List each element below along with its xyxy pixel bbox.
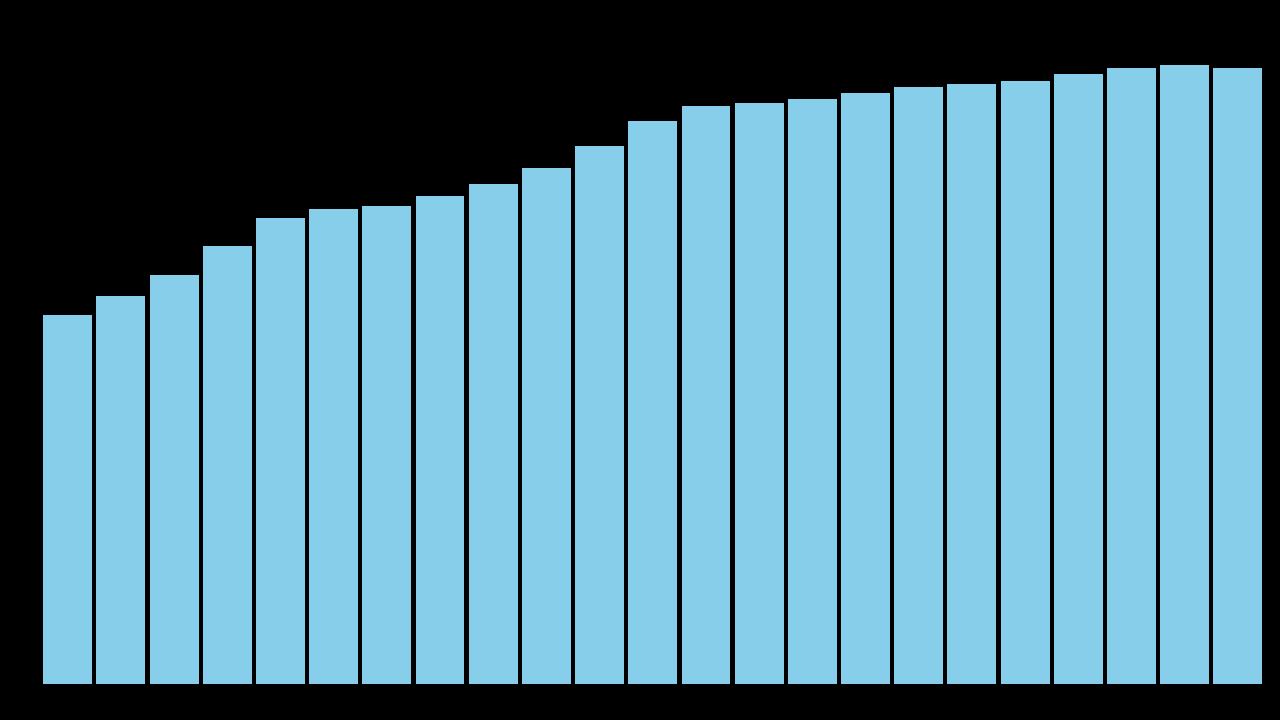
Bar [44, 315, 92, 684]
Bar [1001, 81, 1050, 684]
Bar [628, 122, 677, 684]
Bar [1107, 68, 1156, 684]
Bar [310, 209, 358, 684]
Bar [468, 184, 517, 684]
Bar [202, 246, 252, 684]
Bar [1213, 68, 1262, 684]
Bar [895, 87, 943, 684]
Bar [947, 84, 996, 684]
Bar [522, 168, 571, 684]
Bar [788, 99, 837, 684]
Bar [1053, 74, 1103, 684]
Bar [1160, 65, 1210, 684]
Bar [362, 206, 411, 684]
Bar [96, 297, 146, 684]
Bar [150, 274, 198, 684]
Bar [841, 93, 890, 684]
Bar [735, 102, 783, 684]
Bar [256, 218, 305, 684]
Bar [575, 146, 625, 684]
Bar [416, 197, 465, 684]
Bar [681, 106, 731, 684]
